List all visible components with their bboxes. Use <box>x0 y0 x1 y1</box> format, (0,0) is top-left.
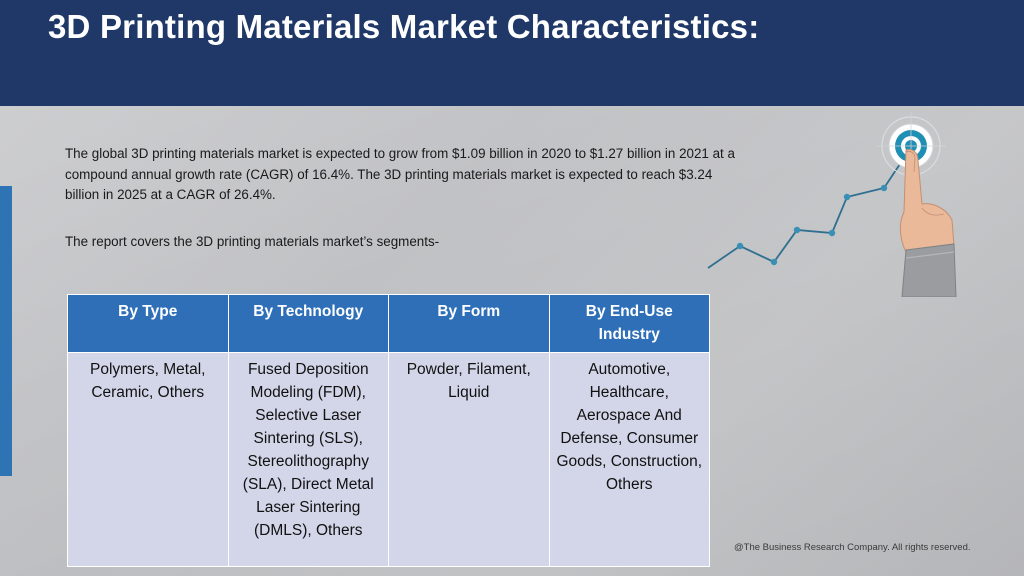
header-by-type: By Type <box>67 294 229 353</box>
left-accent-bar <box>0 186 12 476</box>
segments-intro: The report covers the 3D printing materi… <box>65 234 440 249</box>
target-growth-hand-icon <box>707 112 957 297</box>
header-by-end-use-industry: By End-Use Industry <box>548 294 710 353</box>
header-bar: 3D Printing Materials Market Characteris… <box>0 0 1024 106</box>
table-row: Polymers, Metal, Ceramic, Others Fused D… <box>67 352 710 567</box>
market-summary-paragraph: The global 3D printing materials market … <box>65 146 735 202</box>
copyright-notice: @The Business Research Company. All righ… <box>734 542 971 553</box>
cell-form: Powder, Filament, Liquid <box>388 352 550 567</box>
page-title: 3D Printing Materials Market Characteris… <box>48 8 760 45</box>
cell-type: Polymers, Metal, Ceramic, Others <box>67 352 229 567</box>
cell-end-use-industry: Automotive, Healthcare, Aerospace And De… <box>548 352 710 567</box>
header-by-technology: By Technology <box>227 294 389 353</box>
table-header-row: By Type By Technology By Form By End-Use… <box>67 294 710 353</box>
segments-table: By Type By Technology By Form By End-Use… <box>67 294 710 567</box>
header-by-form: By Form <box>388 294 550 353</box>
cell-technology: Fused Deposition Modeling (FDM), Selecti… <box>227 352 389 567</box>
